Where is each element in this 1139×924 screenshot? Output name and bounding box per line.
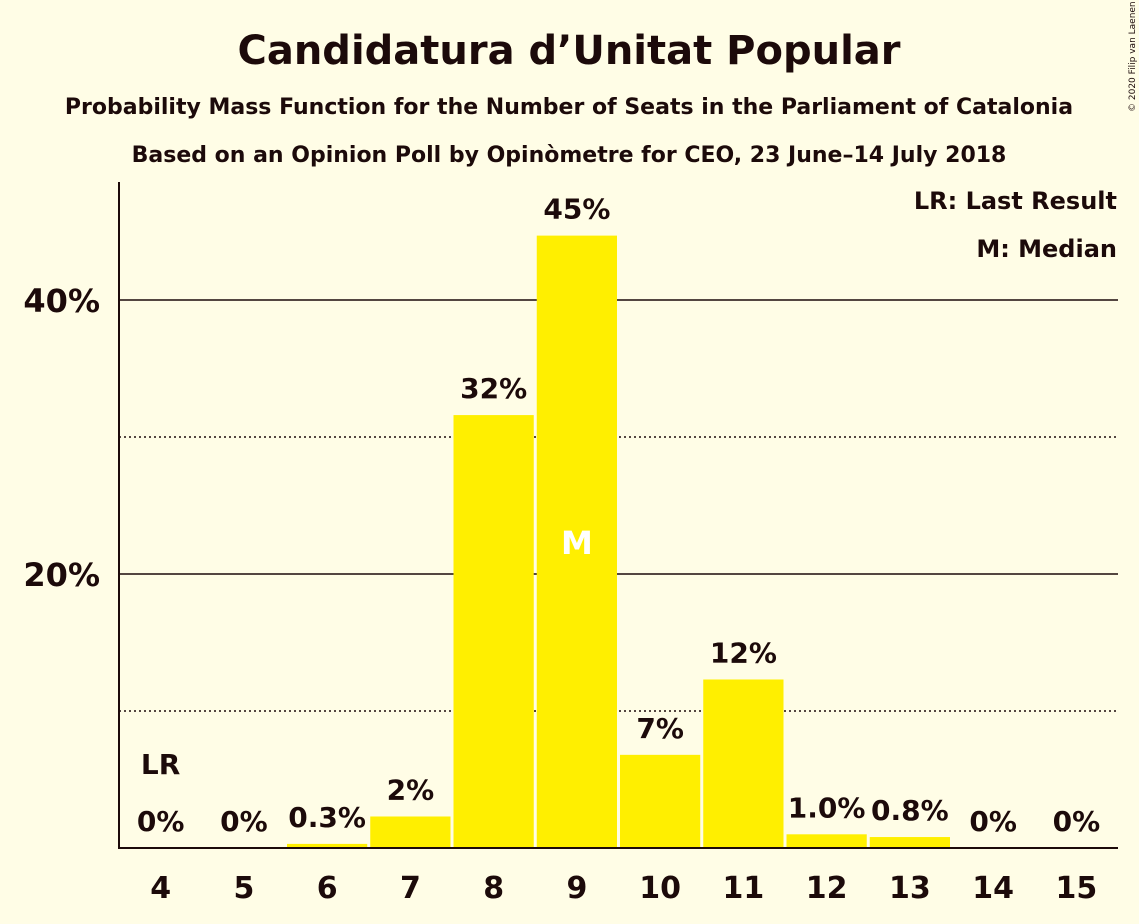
bar	[869, 837, 950, 848]
bar	[453, 415, 534, 848]
bar-value-label: 2%	[387, 773, 435, 806]
bar-value-label: 12%	[710, 636, 777, 669]
bar	[620, 754, 701, 848]
bar-value-label: 0%	[137, 805, 185, 838]
x-tick-label: 6	[317, 871, 338, 906]
bar	[370, 816, 451, 848]
y-axis-ticks: 20% 40%	[23, 282, 100, 594]
x-tick-label: 11	[723, 871, 765, 906]
x-tick-label: 15	[1056, 871, 1098, 906]
bar	[536, 235, 617, 849]
chart-subtitle-1: Probability Mass Function for the Number…	[65, 95, 1073, 120]
bar	[287, 843, 368, 848]
x-tick-label: 13	[889, 871, 931, 906]
bar-value-label: 0%	[220, 805, 268, 838]
legend-median: M: Median	[976, 235, 1117, 263]
x-axis-ticks: 4 5 6 7 8 9 10 11 12 13 14 15	[150, 871, 1097, 906]
gridlines	[119, 299, 1118, 712]
bar-value-label: 32%	[460, 372, 527, 405]
bar-value-label: 7%	[636, 712, 684, 745]
bar-value-label: 0%	[1053, 805, 1101, 838]
y-tick-label: 20%	[23, 556, 100, 594]
bar-value-label: 1.0%	[788, 791, 866, 824]
x-tick-label: 4	[150, 871, 171, 906]
bar-value-label: 0%	[969, 805, 1017, 838]
x-tick-label: 12	[806, 871, 848, 906]
x-tick-label: 10	[639, 871, 681, 906]
x-tick-label: 5	[233, 871, 254, 906]
bars	[287, 235, 950, 849]
chart-title: Candidatura d’Unitat Popular	[237, 28, 900, 74]
bar	[786, 834, 867, 848]
bar-value-label: 45%	[543, 193, 610, 226]
last-result-marker: LR	[141, 748, 180, 781]
bar-value-label: 0.3%	[288, 801, 366, 834]
x-tick-label: 8	[483, 871, 504, 906]
copyright-text: © 2020 Filip van Laenen	[1128, 1, 1138, 112]
bar-value-label: 0.8%	[871, 794, 949, 827]
x-tick-label: 14	[972, 871, 1014, 906]
data-labels: 0% LR 0% 0.3% 2% 32% 45% M 7% 12% 1.0% 0.8% 0% 0%	[137, 193, 1100, 838]
bar	[703, 679, 784, 848]
legend-last-result: LR: Last Result	[914, 187, 1117, 215]
x-tick-label: 7	[400, 871, 421, 906]
chart-subtitle-2: Based on an Opinion Poll by Opinòmetre f…	[132, 143, 1007, 168]
x-tick-label: 9	[566, 871, 587, 906]
y-tick-label: 40%	[23, 282, 100, 320]
median-marker: M	[561, 524, 593, 562]
